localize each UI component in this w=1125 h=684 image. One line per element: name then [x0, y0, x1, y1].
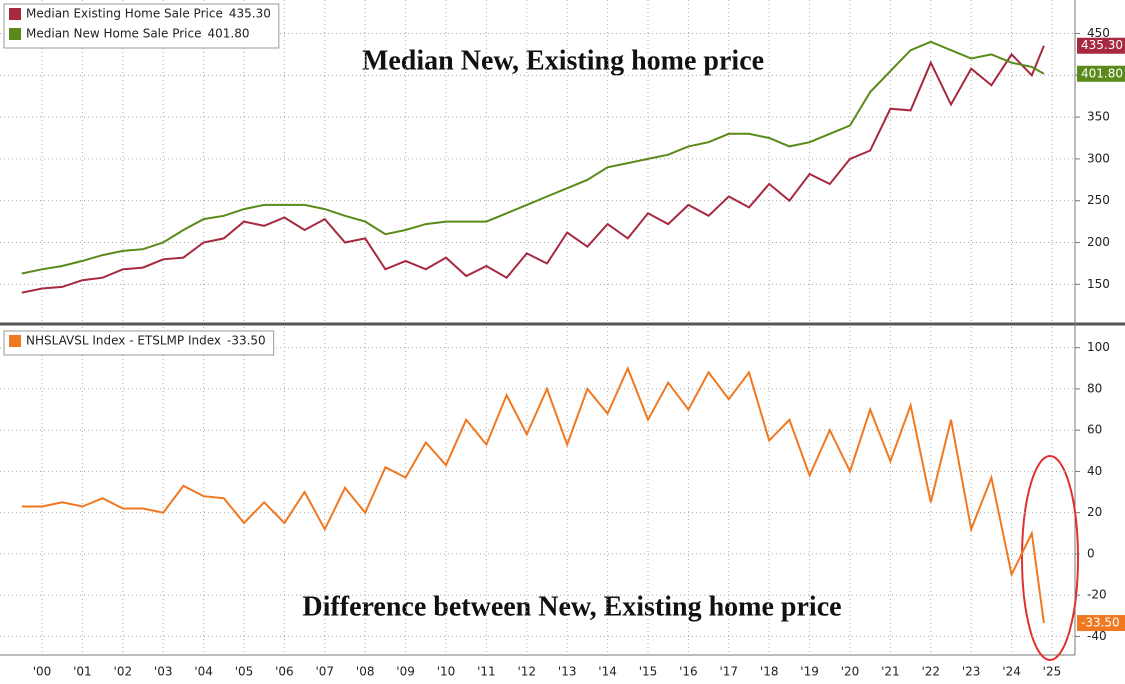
x-tick-label: '21 — [881, 665, 900, 679]
x-tick-label: '12 — [518, 665, 537, 679]
last-value-label: 435.30 — [1081, 38, 1123, 52]
y-tick-label: 60 — [1087, 423, 1102, 437]
chart-title: Difference between New, Existing home pr… — [302, 591, 841, 622]
x-tick-label: '16 — [679, 665, 698, 679]
legend-value: 401.80 — [207, 27, 249, 41]
highlight-ellipse — [1021, 455, 1079, 661]
x-tick-label: '02 — [114, 665, 133, 679]
x-tick-label: '00 — [33, 665, 52, 679]
y-tick-label: 250 — [1087, 193, 1110, 207]
y-tick-label: 20 — [1087, 505, 1102, 519]
series-line — [21, 40, 1045, 275]
legend-swatch — [9, 28, 21, 40]
legend-label: Median Existing Home Sale Price — [26, 7, 223, 21]
chart-title: Median New, Existing home price — [362, 45, 764, 76]
x-tick-label: '25 — [1043, 665, 1062, 679]
x-tick-label: '03 — [154, 665, 173, 679]
last-value-tag — [1077, 615, 1125, 632]
legend-swatch — [9, 335, 21, 347]
last-value-tag — [1077, 37, 1125, 54]
y-tick-label: 300 — [1087, 151, 1110, 165]
x-tick-label: '10 — [437, 665, 456, 679]
x-tick-label: '06 — [275, 665, 294, 679]
legend-swatch — [9, 8, 21, 20]
last-value-tag — [1077, 65, 1125, 82]
legend-value: 435.30 — [229, 7, 271, 21]
x-tick-label: '24 — [1002, 665, 1021, 679]
x-tick-label: '09 — [396, 665, 415, 679]
legend-label: Median New Home Sale Price — [26, 27, 201, 41]
x-tick-label: '13 — [558, 665, 577, 679]
y-tick-label: 350 — [1087, 110, 1110, 124]
legend-value: -33.50 — [227, 334, 266, 348]
x-tick-label: '17 — [719, 665, 738, 679]
legend-label: NHSLAVSL Index - ETSLMP Index — [26, 334, 221, 348]
series-line — [21, 45, 1045, 294]
x-tick-label: '20 — [841, 665, 860, 679]
y-tick-label: 40 — [1087, 464, 1102, 478]
y-tick-label: -40 — [1087, 629, 1107, 643]
y-tick-label: -20 — [1087, 588, 1107, 602]
x-tick-label: '01 — [73, 665, 92, 679]
y-tick-label: 100 — [1087, 340, 1110, 354]
x-tick-label: '11 — [477, 665, 496, 679]
x-tick-label: '04 — [194, 665, 213, 679]
x-tick-label: '18 — [760, 665, 779, 679]
x-tick-label: '08 — [356, 665, 375, 679]
legend-box — [3, 330, 275, 356]
x-tick-label: '05 — [235, 665, 254, 679]
x-tick-label: '19 — [800, 665, 819, 679]
y-tick-label: 150 — [1087, 277, 1110, 291]
x-tick-label: '23 — [962, 665, 981, 679]
legend-box — [3, 3, 280, 49]
y-tick-label: 0 — [1087, 546, 1095, 560]
x-tick-label: '22 — [921, 665, 940, 679]
y-tick-label: 200 — [1087, 235, 1110, 249]
last-value-label: 401.80 — [1081, 66, 1123, 80]
last-value-label: -33.50 — [1081, 616, 1120, 630]
y-tick-label: 450 — [1087, 26, 1110, 40]
x-tick-label: '14 — [598, 665, 617, 679]
x-tick-label: '07 — [316, 665, 335, 679]
x-tick-label: '15 — [639, 665, 658, 679]
y-tick-label: 80 — [1087, 381, 1102, 395]
series-line — [21, 365, 1045, 624]
